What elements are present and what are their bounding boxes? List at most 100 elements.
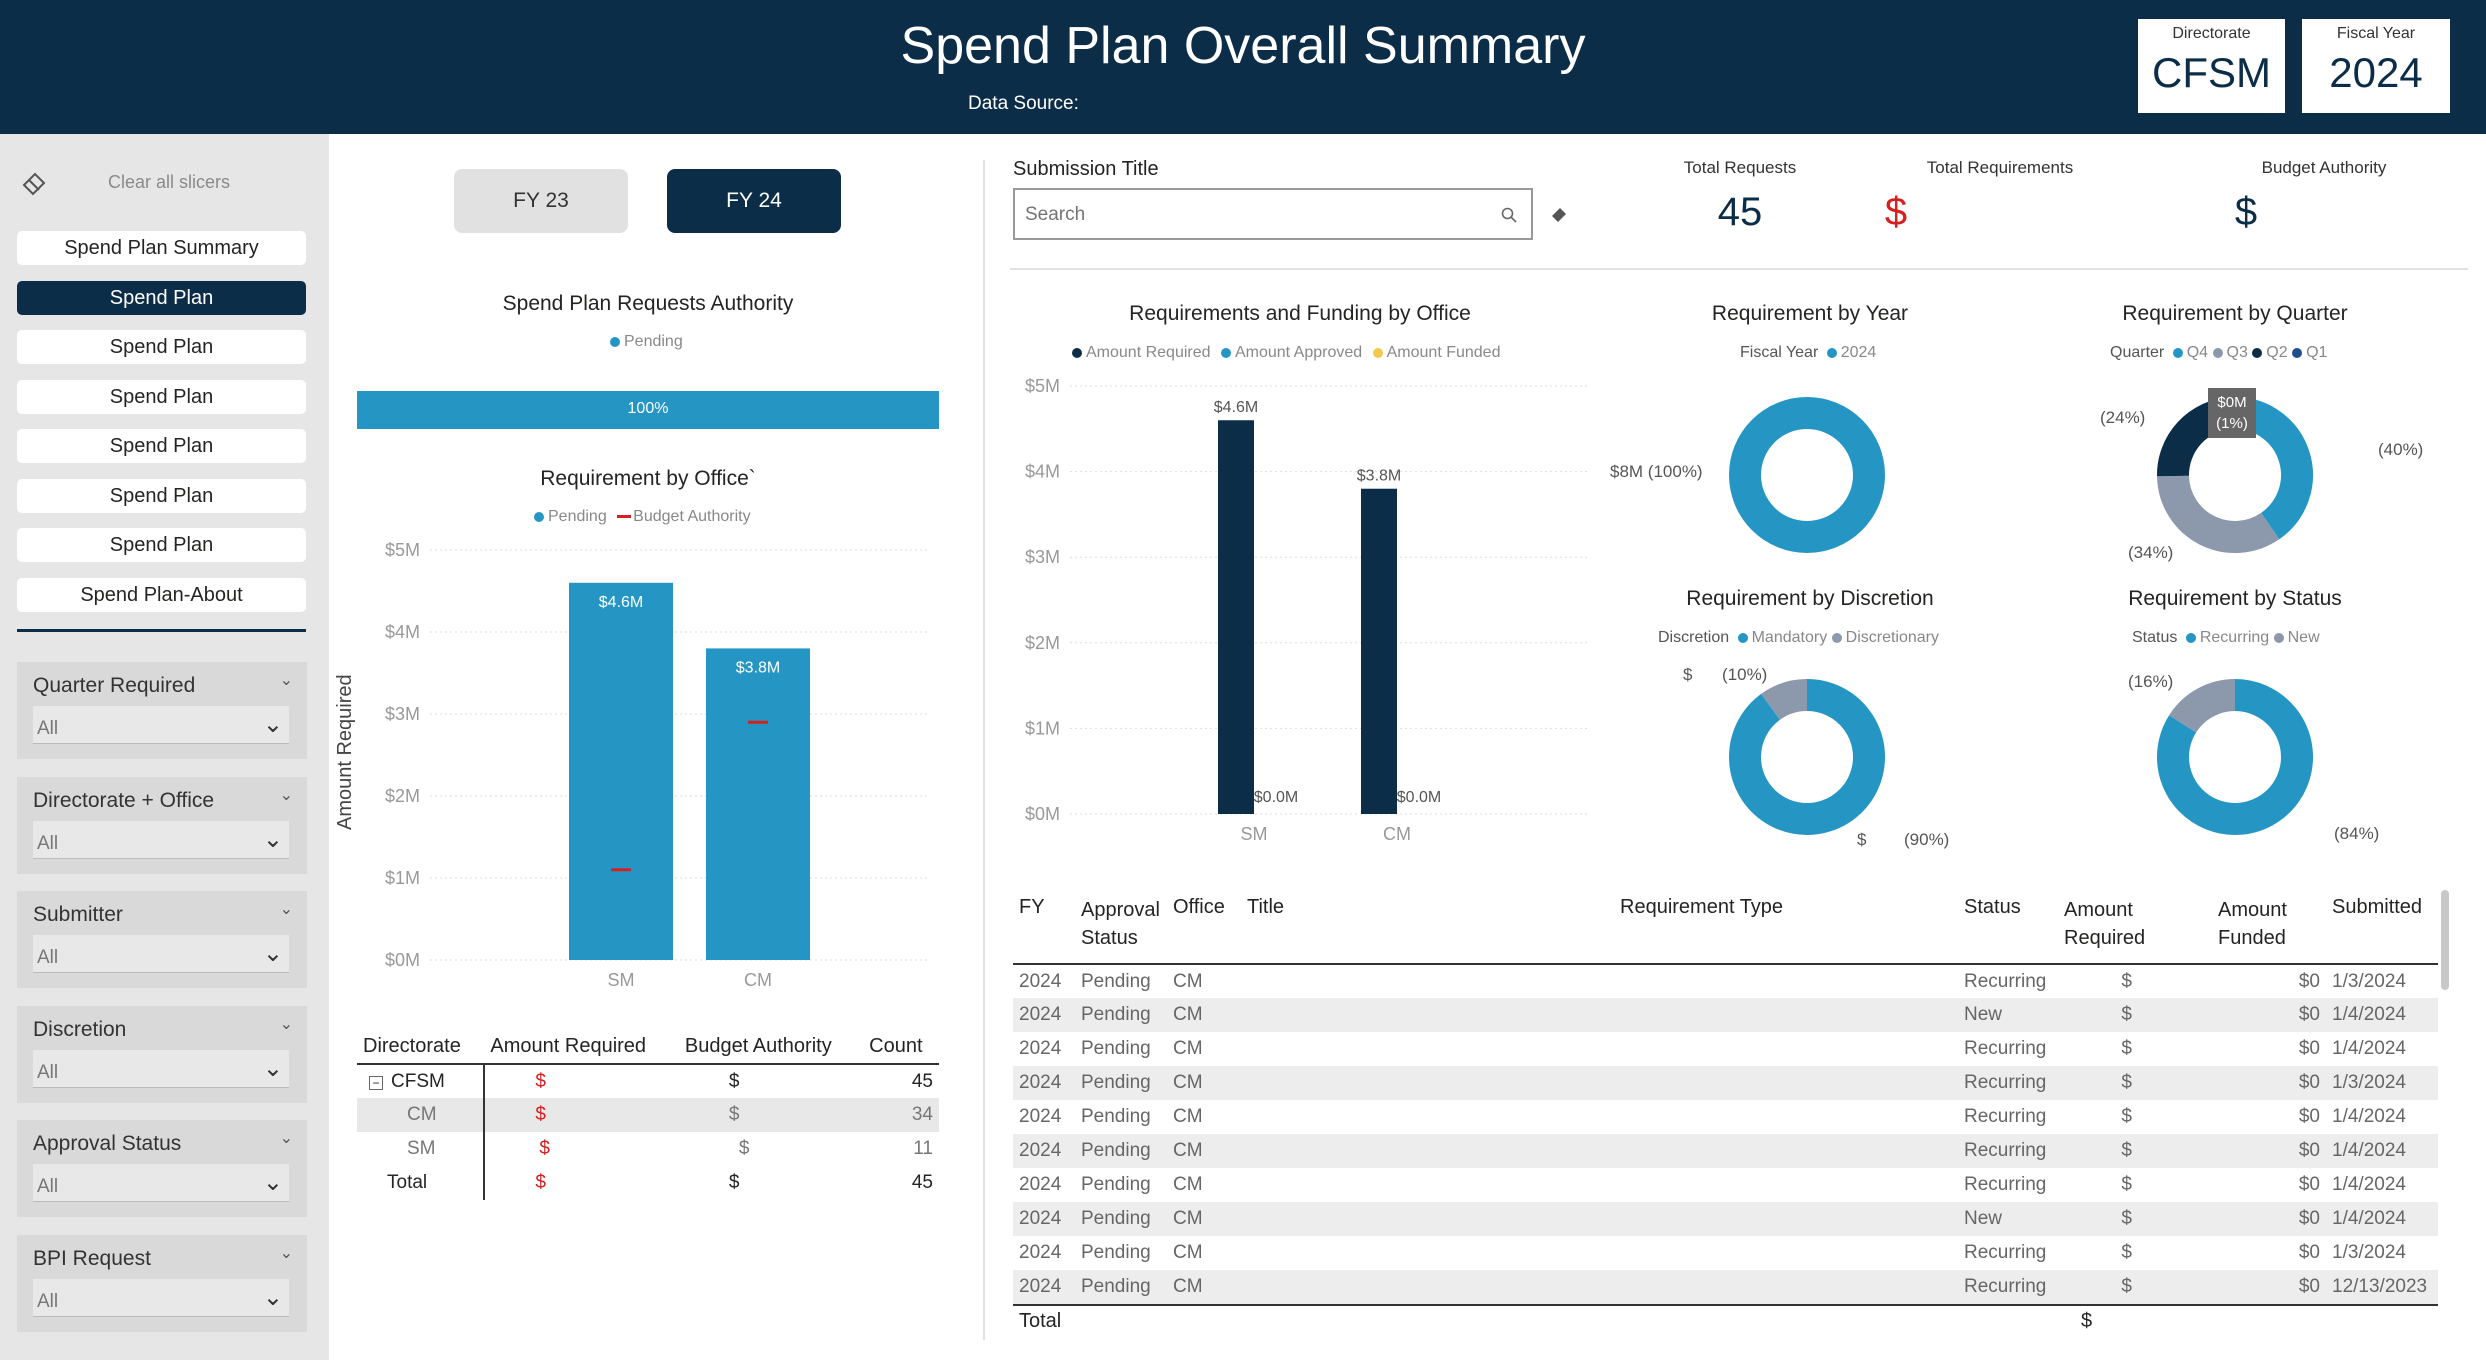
table-header[interactable]: Requirement Type xyxy=(1620,896,1784,918)
table-cell-status: Recurring xyxy=(1964,1276,2047,1297)
slicer-quarter-required[interactable]: Quarter Required ⌄ All ⌄ xyxy=(17,662,307,759)
donut-label: (84%) xyxy=(2334,824,2380,843)
table-row[interactable]: 2024 Pending CM Recurring $ $0 1/4/2024 xyxy=(1013,1032,2438,1066)
nav-button-4[interactable]: Spend Plan xyxy=(17,429,306,463)
slicer-dropdown[interactable] xyxy=(33,1164,289,1202)
req-by-discretion-donut[interactable] xyxy=(1722,672,1892,842)
legend-label: Q3 xyxy=(2226,344,2248,361)
table-cell-blank xyxy=(1241,1168,1614,1202)
table-row[interactable]: 2024 Pending CM Recurring $ $0 12/13/2023 xyxy=(1013,1270,2438,1304)
eraser-icon[interactable] xyxy=(1549,203,1569,223)
table-row[interactable]: 2024 Pending CM Recurring $ $0 1/3/2024 xyxy=(1013,964,2438,998)
search-icon[interactable] xyxy=(1501,207,1517,223)
chevron-down-icon[interactable]: ⌄ xyxy=(279,901,293,918)
table-row[interactable]: 2024 Pending CM Recurring $ $0 1/3/2024 xyxy=(1013,1236,2438,1270)
table-cell-fy: 2024 xyxy=(1019,1208,1062,1229)
slicer-directorate-office[interactable]: Directorate + Office ⌄ All ⌄ xyxy=(17,776,307,874)
table-header[interactable]: Submitted xyxy=(2332,896,2423,918)
legend-label: Discretionary xyxy=(1845,629,1939,646)
search-input[interactable] xyxy=(1025,202,1465,228)
donut-label: (10%) xyxy=(1722,665,1768,684)
y-tick-label: $3M xyxy=(385,704,420,724)
slicer-dropdown[interactable] xyxy=(33,706,289,744)
legend-dot xyxy=(2185,632,2196,643)
chevron-down-icon[interactable]: ⌄ xyxy=(262,1054,283,1082)
y-tick-label: $1M xyxy=(385,868,420,888)
requests-authority-bar[interactable] xyxy=(357,391,939,429)
slicer-dropdown[interactable] xyxy=(33,1278,289,1317)
kpi-divider xyxy=(1010,268,2468,270)
table-cell-fy: 2024 xyxy=(1019,1106,1062,1127)
search-box[interactable] xyxy=(1013,188,1533,240)
legend-label: 2024 xyxy=(1840,344,1877,361)
table-header[interactable]: Approval Status xyxy=(1081,899,1160,949)
table-row[interactable]: 2024 Pending CM Recurring $ $0 1/4/2024 xyxy=(1013,1134,2438,1168)
table-header[interactable]: Title xyxy=(1247,896,1285,918)
chevron-down-icon[interactable]: ⌄ xyxy=(279,1130,293,1147)
table-header[interactable]: Office xyxy=(1173,896,1225,918)
table-row[interactable]: 2024 Pending CM Recurring $ $0 1/4/2024 xyxy=(1013,1168,2438,1202)
data-source-label: Data Source: xyxy=(968,93,1079,114)
y-tick-label: $2M xyxy=(385,786,420,806)
y-tick-label: $0M xyxy=(385,950,420,970)
nav-button-3[interactable]: Spend Plan xyxy=(17,379,306,414)
matrix-row-cfsm[interactable]: − CFSM $ $ 45 xyxy=(357,1064,939,1098)
table-cell-blank xyxy=(1614,1100,1958,1134)
chevron-down-icon[interactable]: ⌄ xyxy=(279,786,293,804)
nav-button-5[interactable]: Spend Plan xyxy=(17,478,306,513)
chevron-down-icon[interactable]: ⌄ xyxy=(262,940,283,967)
collapse-icon[interactable]: − xyxy=(369,1075,383,1090)
nav-button-2[interactable]: Spend Plan xyxy=(17,330,306,364)
donut-label: (90%) xyxy=(1904,830,1950,849)
legend-label: Q1 xyxy=(2306,344,2328,361)
chevron-down-icon[interactable]: ⌄ xyxy=(262,1283,283,1311)
slicer-title: Approval Status xyxy=(33,1132,182,1155)
table-cell-req: $ xyxy=(2121,1242,2132,1263)
legend-label: Amount Funded xyxy=(1386,344,1501,361)
table-cell-blank xyxy=(1614,964,1958,998)
table-row[interactable]: 2024 Pending CM New $ $0 1/4/2024 xyxy=(1013,1202,2438,1236)
slicer-bpi-request[interactable]: BPI Request ⌄ All ⌄ xyxy=(17,1234,307,1332)
req-by-year-donut[interactable] xyxy=(1722,390,1892,560)
legend-dot xyxy=(1220,347,1231,358)
table-header[interactable]: FY xyxy=(1019,896,1045,918)
slicer-approval-status[interactable]: Approval Status ⌄ All ⌄ xyxy=(17,1120,307,1217)
slicer-dropdown[interactable] xyxy=(33,935,289,973)
nav-button-7[interactable]: Spend Plan-About xyxy=(17,577,306,612)
table-row[interactable]: 2024 Pending CM New $ $0 1/4/2024 xyxy=(1013,998,2438,1032)
table-header[interactable]: Amount Required xyxy=(2064,899,2146,949)
chevron-down-icon[interactable]: ⌄ xyxy=(279,1015,293,1033)
matrix-row-sm[interactable]: SM $ $ 11 xyxy=(357,1132,939,1166)
data-label: $4.6M xyxy=(1214,399,1258,416)
matrix-row-cm[interactable]: CM $ $ 34 xyxy=(357,1098,939,1132)
req-by-status-donut[interactable] xyxy=(2150,672,2320,842)
slicer-submitter[interactable]: Submitter ⌄ All ⌄ xyxy=(17,891,307,988)
nav-button-6[interactable]: Spend Plan xyxy=(17,528,306,562)
chevron-down-icon[interactable]: ⌄ xyxy=(279,1244,293,1262)
table-scrollbar[interactable] xyxy=(2441,890,2449,990)
eraser-icon[interactable] xyxy=(20,168,50,203)
chevron-down-icon[interactable]: ⌄ xyxy=(262,1169,283,1196)
table-cell-office: CM xyxy=(1173,1106,1203,1127)
req-by-office-chart: $0M $1M $2M $3M $4M $5M $4.6M SM $3.8M CM xyxy=(385,540,930,990)
clear-all-slicers-button[interactable]: Clear all slicers xyxy=(108,172,231,192)
table-cell-fy: 2024 xyxy=(1019,1242,1062,1263)
slicer-discretion[interactable]: Discretion ⌄ All ⌄ xyxy=(17,1005,307,1103)
fy24-button[interactable]: FY 24 xyxy=(667,169,841,233)
table-cell-blank xyxy=(1614,1066,1958,1100)
slicer-dropdown[interactable] xyxy=(33,820,289,859)
table-header[interactable]: Status xyxy=(1964,896,2021,918)
legend-label: Amount Approved xyxy=(1234,344,1363,361)
chevron-down-icon[interactable]: ⌄ xyxy=(262,825,283,853)
nav-button-0[interactable]: Spend Plan Summary xyxy=(17,231,306,265)
slicer-dropdown[interactable] xyxy=(33,1049,289,1088)
table-row[interactable]: 2024 Pending CM Recurring $ $0 1/3/2024 xyxy=(1013,1066,2438,1100)
table-cell-submitted: 1/4/2024 xyxy=(2332,1208,2406,1229)
chevron-down-icon[interactable]: ⌄ xyxy=(262,711,283,738)
fy23-button[interactable]: FY 23 xyxy=(454,169,628,233)
table-header[interactable]: Amount Funded xyxy=(2218,899,2287,949)
chevron-down-icon[interactable]: ⌄ xyxy=(279,672,293,689)
nav-button-1[interactable]: Spend Plan xyxy=(17,280,306,315)
bar-cm xyxy=(706,648,810,960)
table-row[interactable]: 2024 Pending CM Recurring $ $0 1/4/2024 xyxy=(1013,1100,2438,1134)
